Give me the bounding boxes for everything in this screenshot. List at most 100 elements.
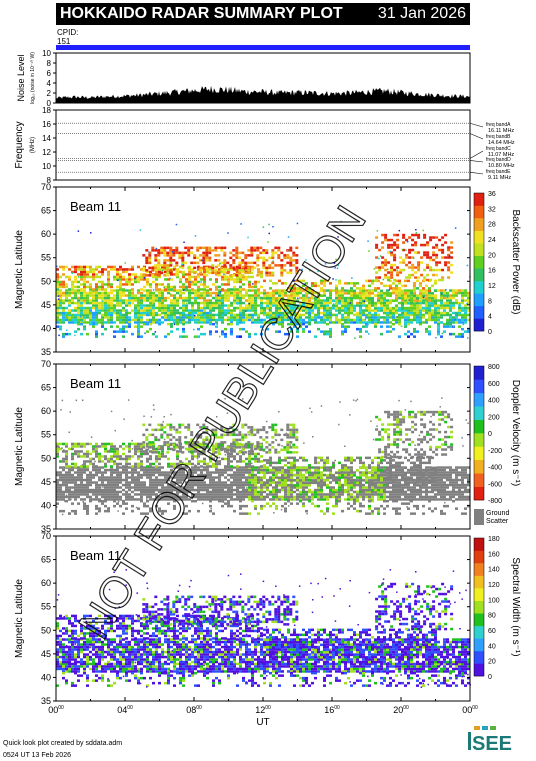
scatter-cell <box>164 498 167 501</box>
scatter-cell <box>98 311 101 315</box>
scatter-cell <box>71 476 74 479</box>
scatter-cell <box>380 481 383 484</box>
scatter-cell <box>344 471 347 474</box>
scatter-cell <box>83 478 86 482</box>
scatter-cell <box>287 318 290 322</box>
scatter-cell <box>269 313 272 317</box>
scatter-cell <box>410 321 413 324</box>
scatter-cell <box>203 291 206 295</box>
scatter-cell <box>77 450 80 453</box>
scatter-cell <box>137 335 140 338</box>
scatter-cell <box>413 296 416 300</box>
scatter-cell <box>110 299 113 302</box>
scatter-cell <box>199 259 203 262</box>
scatter-cell <box>429 278 433 282</box>
scatter-cell <box>450 263 454 267</box>
scatter-cell <box>401 316 404 319</box>
scatter-cell <box>314 302 317 305</box>
scatter-cell <box>202 256 206 260</box>
scatter-cell <box>125 304 128 307</box>
scatter-cell <box>314 313 317 317</box>
scatter-cell <box>190 246 194 250</box>
scatter-cell <box>140 316 143 319</box>
scatter-cell <box>242 278 245 281</box>
scatter-cell <box>224 493 227 496</box>
scatter-cell <box>134 481 137 484</box>
scatter-cell <box>275 311 278 315</box>
scatter-cell <box>122 283 125 286</box>
scatter-dot <box>144 332 146 334</box>
scatter-cell <box>65 299 68 302</box>
scatter-cell <box>278 294 281 297</box>
scatter-cell <box>215 318 218 322</box>
scatter-cell <box>158 473 161 477</box>
scatter-cell <box>221 321 224 324</box>
scatter-cell <box>431 299 434 303</box>
scatter-cell <box>173 299 176 302</box>
scatter-cell <box>83 483 86 487</box>
scatter-dot <box>126 289 128 291</box>
scatter-cell <box>338 486 341 489</box>
scatter-cell <box>77 322 80 326</box>
scatter-cell <box>329 296 332 300</box>
scatter-cell <box>390 251 394 254</box>
scatter-cell <box>181 259 185 262</box>
scatter-cell <box>302 476 305 479</box>
scatter-cell <box>235 274 239 277</box>
scatter-cell <box>371 313 374 317</box>
scatter-cell <box>395 299 398 302</box>
scatter-cell <box>314 466 317 469</box>
scatter-cell <box>362 304 365 307</box>
scatter-cell <box>149 285 152 289</box>
scatter-cell <box>140 268 143 271</box>
scatter-cell <box>62 306 65 310</box>
scatter-cell <box>368 279 371 283</box>
scatter-cell <box>432 236 436 239</box>
scatter-cell <box>158 478 161 482</box>
scatter-cell <box>239 318 242 322</box>
scatter-cell <box>95 311 98 315</box>
scatter-cell <box>422 291 425 295</box>
scatter-cell <box>86 332 89 336</box>
scatter-cell <box>251 483 254 487</box>
scatter-cell <box>377 493 380 496</box>
scatter-cell <box>407 289 410 292</box>
scatter-cell <box>230 278 233 281</box>
scatter-cell <box>278 304 281 307</box>
scatter-cell <box>293 311 296 315</box>
scatter-cell <box>405 256 409 259</box>
scatter-cell <box>419 306 422 310</box>
scatter-cell <box>227 311 230 315</box>
scatter-cell <box>223 251 227 255</box>
scatter-cell <box>80 486 83 489</box>
scatter-cell <box>341 330 344 333</box>
scatter-cell <box>308 304 311 308</box>
scatter-cell <box>296 488 299 492</box>
scatter-cell <box>383 284 386 288</box>
scatter-cell <box>464 316 467 319</box>
scatter-cell <box>235 251 239 255</box>
scatter-cell <box>245 275 248 279</box>
scatter-cell <box>235 269 239 272</box>
scatter-cell <box>377 478 380 482</box>
scatter-dot <box>387 268 389 270</box>
scatter-cell <box>356 304 359 307</box>
scatter-cell <box>244 266 248 270</box>
scatter-cell <box>380 488 383 492</box>
scatter-cell <box>191 275 194 279</box>
scatter-cell <box>229 266 233 270</box>
scatter-cell <box>230 490 233 494</box>
scatter-cell <box>308 313 311 317</box>
scatter-cell <box>266 466 269 469</box>
scatter-cell <box>251 289 254 292</box>
scatter-cell <box>128 483 131 487</box>
scatter-cell <box>119 280 122 284</box>
scatter-cell <box>431 486 434 489</box>
scatter-cell <box>464 488 467 492</box>
scatter-cell <box>314 468 317 472</box>
scatter-cell <box>155 313 158 317</box>
scatter-cell <box>152 316 155 319</box>
scatter-cell <box>155 270 158 274</box>
scatter-cell <box>89 498 92 501</box>
scatter-dot <box>466 303 468 305</box>
